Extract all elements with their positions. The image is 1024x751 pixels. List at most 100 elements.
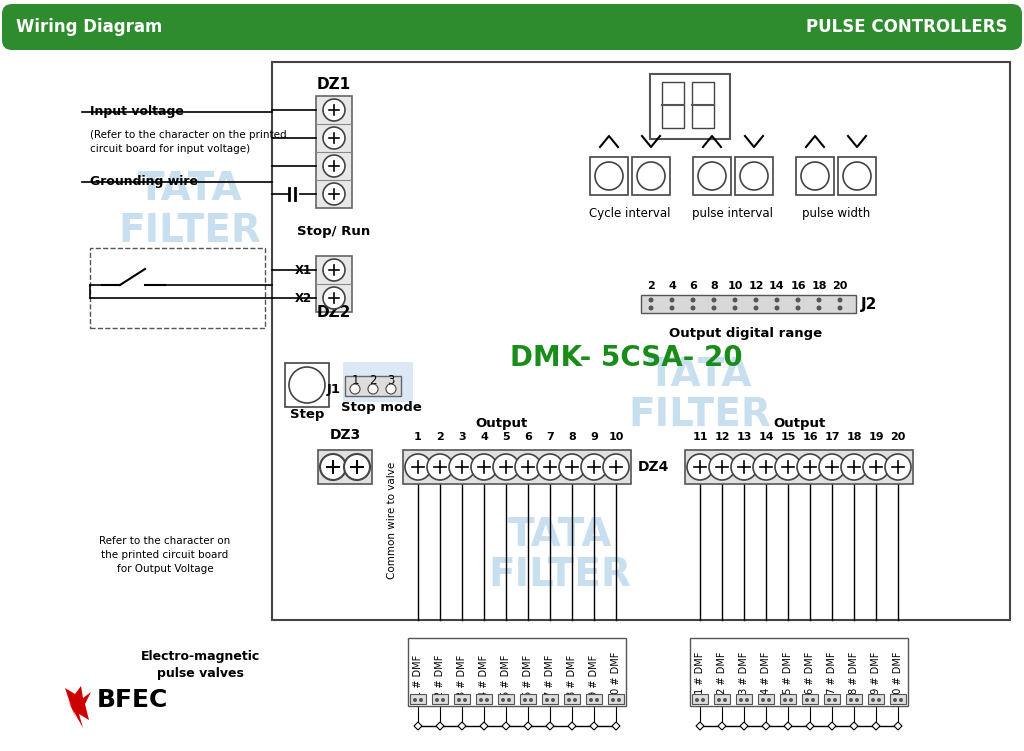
Bar xyxy=(403,450,631,484)
Polygon shape xyxy=(414,722,422,730)
Bar xyxy=(692,694,708,704)
Circle shape xyxy=(811,698,815,702)
Text: 1: 1 xyxy=(351,374,358,387)
Text: 20: 20 xyxy=(833,281,848,291)
Circle shape xyxy=(637,162,665,190)
Bar xyxy=(90,248,265,328)
Bar xyxy=(685,450,913,484)
Bar xyxy=(890,694,906,704)
Circle shape xyxy=(805,698,809,702)
Circle shape xyxy=(775,454,801,480)
Text: 8 # DMF: 8 # DMF xyxy=(567,655,577,697)
Bar xyxy=(824,694,840,704)
FancyBboxPatch shape xyxy=(2,4,1022,50)
Text: TATA
FILTER: TATA FILTER xyxy=(488,515,632,595)
Bar xyxy=(846,694,862,704)
Circle shape xyxy=(479,698,483,702)
Bar xyxy=(736,694,752,704)
Text: 3: 3 xyxy=(387,374,394,387)
Text: 16: 16 xyxy=(791,281,806,291)
Text: 19: 19 xyxy=(868,432,884,442)
Text: Input voltage: Input voltage xyxy=(90,105,184,119)
Polygon shape xyxy=(612,722,620,730)
Circle shape xyxy=(827,698,831,702)
Circle shape xyxy=(595,698,599,702)
Circle shape xyxy=(449,454,475,480)
Circle shape xyxy=(739,698,743,702)
Circle shape xyxy=(790,698,793,702)
Text: J2: J2 xyxy=(861,297,878,312)
Text: 3 # DMF: 3 # DMF xyxy=(457,655,467,697)
Circle shape xyxy=(796,306,801,310)
Text: Stop mode: Stop mode xyxy=(341,401,421,414)
Circle shape xyxy=(709,454,735,480)
Circle shape xyxy=(717,698,721,702)
Text: Common wire to valve: Common wire to valve xyxy=(387,461,397,578)
Circle shape xyxy=(843,162,871,190)
Circle shape xyxy=(871,698,874,702)
Circle shape xyxy=(323,99,345,121)
Circle shape xyxy=(816,297,821,303)
Polygon shape xyxy=(590,722,598,730)
Polygon shape xyxy=(718,722,726,730)
Text: Refer to the character on
the printed circuit board
for Output Voltage: Refer to the character on the printed ci… xyxy=(99,536,230,574)
Text: 10 # DMF: 10 # DMF xyxy=(611,652,621,700)
Circle shape xyxy=(885,454,911,480)
Bar xyxy=(432,694,449,704)
Text: 14: 14 xyxy=(758,432,774,442)
Polygon shape xyxy=(696,722,705,730)
Circle shape xyxy=(567,698,571,702)
Circle shape xyxy=(545,698,549,702)
Circle shape xyxy=(323,183,345,205)
Text: Output: Output xyxy=(476,417,528,430)
Bar xyxy=(345,376,401,396)
Text: 18 # DMF: 18 # DMF xyxy=(849,652,859,700)
Text: 2: 2 xyxy=(370,374,377,387)
Circle shape xyxy=(801,162,829,190)
Bar xyxy=(693,157,731,195)
Polygon shape xyxy=(568,722,575,730)
Circle shape xyxy=(774,306,779,310)
Circle shape xyxy=(761,698,765,702)
Bar xyxy=(758,694,774,704)
Polygon shape xyxy=(480,722,488,730)
Text: 2: 2 xyxy=(647,281,655,291)
Bar xyxy=(410,694,426,704)
Polygon shape xyxy=(740,722,748,730)
Circle shape xyxy=(386,384,396,394)
Circle shape xyxy=(690,297,695,303)
Text: 16: 16 xyxy=(802,432,818,442)
Text: 9 # DMF: 9 # DMF xyxy=(589,655,599,697)
Text: 9: 9 xyxy=(590,432,598,442)
Text: 12: 12 xyxy=(749,281,764,291)
Circle shape xyxy=(595,162,623,190)
Bar xyxy=(408,638,626,706)
Bar xyxy=(520,694,536,704)
Text: PULSE CONTROLLERS: PULSE CONTROLLERS xyxy=(807,18,1008,36)
Text: 4 # DMF: 4 # DMF xyxy=(479,655,489,697)
Text: Step: Step xyxy=(290,408,325,421)
Circle shape xyxy=(573,698,577,702)
Bar xyxy=(476,694,492,704)
Text: 6 # DMF: 6 # DMF xyxy=(523,655,534,697)
Text: DZ2: DZ2 xyxy=(316,305,351,320)
Text: 1: 1 xyxy=(414,432,422,442)
Circle shape xyxy=(368,384,378,394)
Circle shape xyxy=(698,162,726,190)
Bar xyxy=(838,157,876,195)
Bar xyxy=(868,694,884,704)
Bar xyxy=(318,450,372,484)
Circle shape xyxy=(712,306,717,310)
Text: 3: 3 xyxy=(458,432,466,442)
Text: X2: X2 xyxy=(295,291,312,304)
Text: 4: 4 xyxy=(480,432,488,442)
Text: 7: 7 xyxy=(546,432,554,442)
Circle shape xyxy=(350,384,360,394)
Text: TATA
FILTER: TATA FILTER xyxy=(629,355,771,435)
Text: 5: 5 xyxy=(502,432,510,442)
Text: 2 # DMF: 2 # DMF xyxy=(435,655,445,697)
Circle shape xyxy=(589,698,593,702)
Polygon shape xyxy=(850,722,858,730)
Circle shape xyxy=(501,698,505,702)
Circle shape xyxy=(648,297,653,303)
